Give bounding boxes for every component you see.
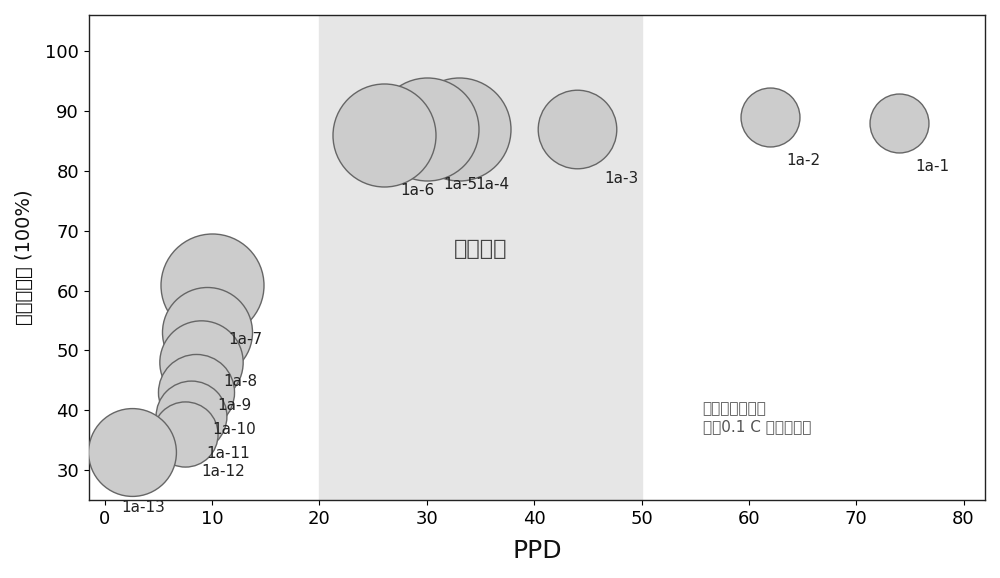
Text: 1a-4: 1a-4 xyxy=(475,177,509,192)
Point xyxy=(569,124,585,134)
Text: 1a-3: 1a-3 xyxy=(604,171,638,186)
Bar xyxy=(319,15,642,500)
Text: 1a-12: 1a-12 xyxy=(201,464,245,479)
Text: 1a-7: 1a-7 xyxy=(228,332,262,347)
Point xyxy=(199,328,215,337)
Point xyxy=(188,388,204,397)
Text: 1a-6: 1a-6 xyxy=(400,183,434,198)
Point xyxy=(451,124,467,134)
Text: 1a-13: 1a-13 xyxy=(121,500,165,515)
Text: 1a-2: 1a-2 xyxy=(786,153,821,168)
Text: 1a-5: 1a-5 xyxy=(443,177,477,192)
Point xyxy=(193,358,209,367)
Text: 优化范围: 优化范围 xyxy=(454,239,507,258)
Point xyxy=(124,447,140,457)
X-axis label: PPD: PPD xyxy=(512,539,562,563)
Point xyxy=(762,112,778,121)
Text: 1a-8: 1a-8 xyxy=(223,375,257,390)
Point xyxy=(204,280,220,289)
Text: 球形面积的大小
代表0.1 C 放电比容量: 球形面积的大小 代表0.1 C 放电比容量 xyxy=(703,402,811,434)
Text: 1a-10: 1a-10 xyxy=(212,423,256,438)
Point xyxy=(891,118,907,127)
Point xyxy=(183,412,199,421)
Text: 1a-1: 1a-1 xyxy=(915,159,949,174)
Point xyxy=(419,124,435,134)
Point xyxy=(177,429,193,439)
Text: 1a-11: 1a-11 xyxy=(207,446,251,461)
Y-axis label: 容量保持率 (100%): 容量保持率 (100%) xyxy=(15,190,34,325)
Point xyxy=(376,130,392,139)
Text: 1a-9: 1a-9 xyxy=(218,398,252,413)
